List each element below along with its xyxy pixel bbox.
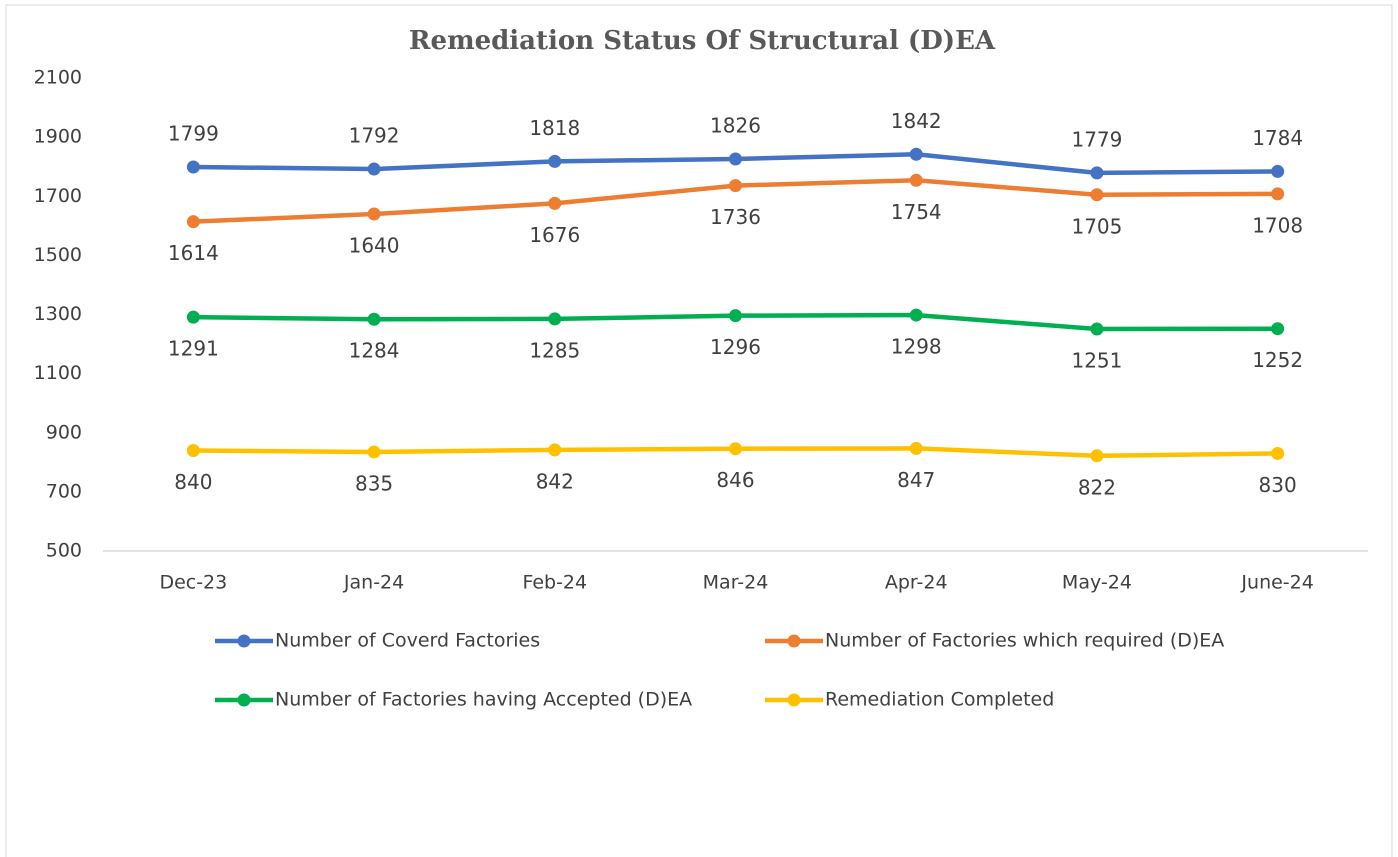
- x-tick-label: May-24: [1062, 572, 1132, 594]
- y-tick-label: 2100: [34, 67, 82, 89]
- point-marker: [367, 207, 381, 221]
- point-marker: [186, 215, 200, 229]
- point-marker: [367, 312, 381, 326]
- legend-label: Remediation Completed: [825, 689, 1054, 711]
- point-marker: [367, 445, 381, 459]
- data-label: 1296: [710, 335, 761, 359]
- data-label: 1298: [891, 335, 942, 359]
- data-label: 1705: [1071, 214, 1122, 238]
- point-marker: [548, 443, 562, 457]
- y-tick-label: 500: [46, 540, 82, 562]
- point-marker: [548, 154, 562, 168]
- point-marker: [1090, 188, 1104, 202]
- data-label: 1708: [1252, 213, 1303, 237]
- x-tick-label: Mar-24: [703, 572, 769, 594]
- data-label: 830: [1259, 473, 1297, 497]
- point-marker: [1271, 164, 1285, 178]
- x-tick-label: Feb-24: [522, 572, 587, 594]
- y-tick-label: 1900: [34, 126, 82, 148]
- point-marker: [1090, 449, 1104, 463]
- legend-marker: [787, 693, 801, 707]
- data-label: 1779: [1071, 127, 1122, 151]
- y-tick-label: 1300: [34, 303, 82, 325]
- data-label: 1754: [891, 200, 942, 224]
- point-marker: [909, 308, 923, 322]
- legend-marker: [237, 634, 251, 648]
- legend-marker: [237, 693, 251, 707]
- point-marker: [729, 152, 742, 166]
- y-tick-label: 1700: [34, 185, 82, 207]
- data-label: 1252: [1252, 348, 1303, 372]
- legend-label: Number of Factories having Accepted (D)E…: [275, 689, 692, 711]
- point-marker: [729, 179, 742, 193]
- data-label: 840: [174, 470, 212, 494]
- point-marker: [909, 147, 923, 161]
- data-label: 1826: [710, 114, 761, 138]
- point-marker: [186, 310, 200, 324]
- legend-label: Number of Coverd Factories: [275, 630, 540, 652]
- x-tick-label: Dec-23: [159, 572, 227, 594]
- point-marker: [729, 309, 742, 323]
- data-label: 1291: [168, 337, 219, 361]
- point-marker: [548, 312, 562, 326]
- point-marker: [186, 160, 200, 174]
- data-label: 1799: [168, 121, 219, 145]
- data-label: 1284: [349, 339, 400, 363]
- point-marker: [1090, 322, 1104, 336]
- point-marker: [1271, 322, 1285, 336]
- data-label: 846: [716, 468, 754, 492]
- legend-marker: [787, 634, 801, 648]
- data-label: 1614: [168, 241, 219, 265]
- point-marker: [909, 173, 923, 187]
- x-tick-label: June-24: [1240, 572, 1313, 594]
- data-label: 1842: [891, 109, 942, 133]
- point-marker: [909, 441, 923, 455]
- data-label: 1784: [1252, 126, 1303, 150]
- data-label: 1792: [349, 124, 400, 148]
- y-tick-label: 700: [46, 480, 82, 502]
- data-label: 1818: [529, 116, 580, 140]
- x-tick-label: Jan-24: [343, 572, 404, 594]
- data-label: 822: [1078, 475, 1116, 499]
- point-marker: [186, 443, 200, 457]
- data-label: 1285: [529, 338, 580, 362]
- data-label: 1676: [529, 223, 580, 247]
- y-tick-label: 1500: [34, 244, 82, 266]
- point-marker: [367, 162, 381, 176]
- point-marker: [548, 196, 562, 210]
- legend-label: Number of Factories which required (D)EA: [825, 630, 1224, 652]
- data-label: 842: [536, 469, 574, 493]
- y-tick-label: 900: [46, 421, 82, 443]
- data-label: 1640: [349, 233, 400, 257]
- chart-frame: [5, 4, 1393, 857]
- point-marker: [729, 442, 742, 456]
- data-label: 1251: [1071, 348, 1122, 372]
- data-label: 835: [355, 471, 393, 495]
- y-tick-label: 1100: [34, 362, 82, 384]
- point-marker: [1271, 187, 1285, 201]
- chart-title: Remediation Status Of Structural (D)EA: [409, 26, 996, 56]
- x-tick-label: Apr-24: [885, 572, 948, 594]
- point-marker: [1090, 166, 1104, 180]
- data-label: 1736: [710, 205, 761, 229]
- data-label: 847: [897, 468, 935, 492]
- point-marker: [1271, 446, 1285, 460]
